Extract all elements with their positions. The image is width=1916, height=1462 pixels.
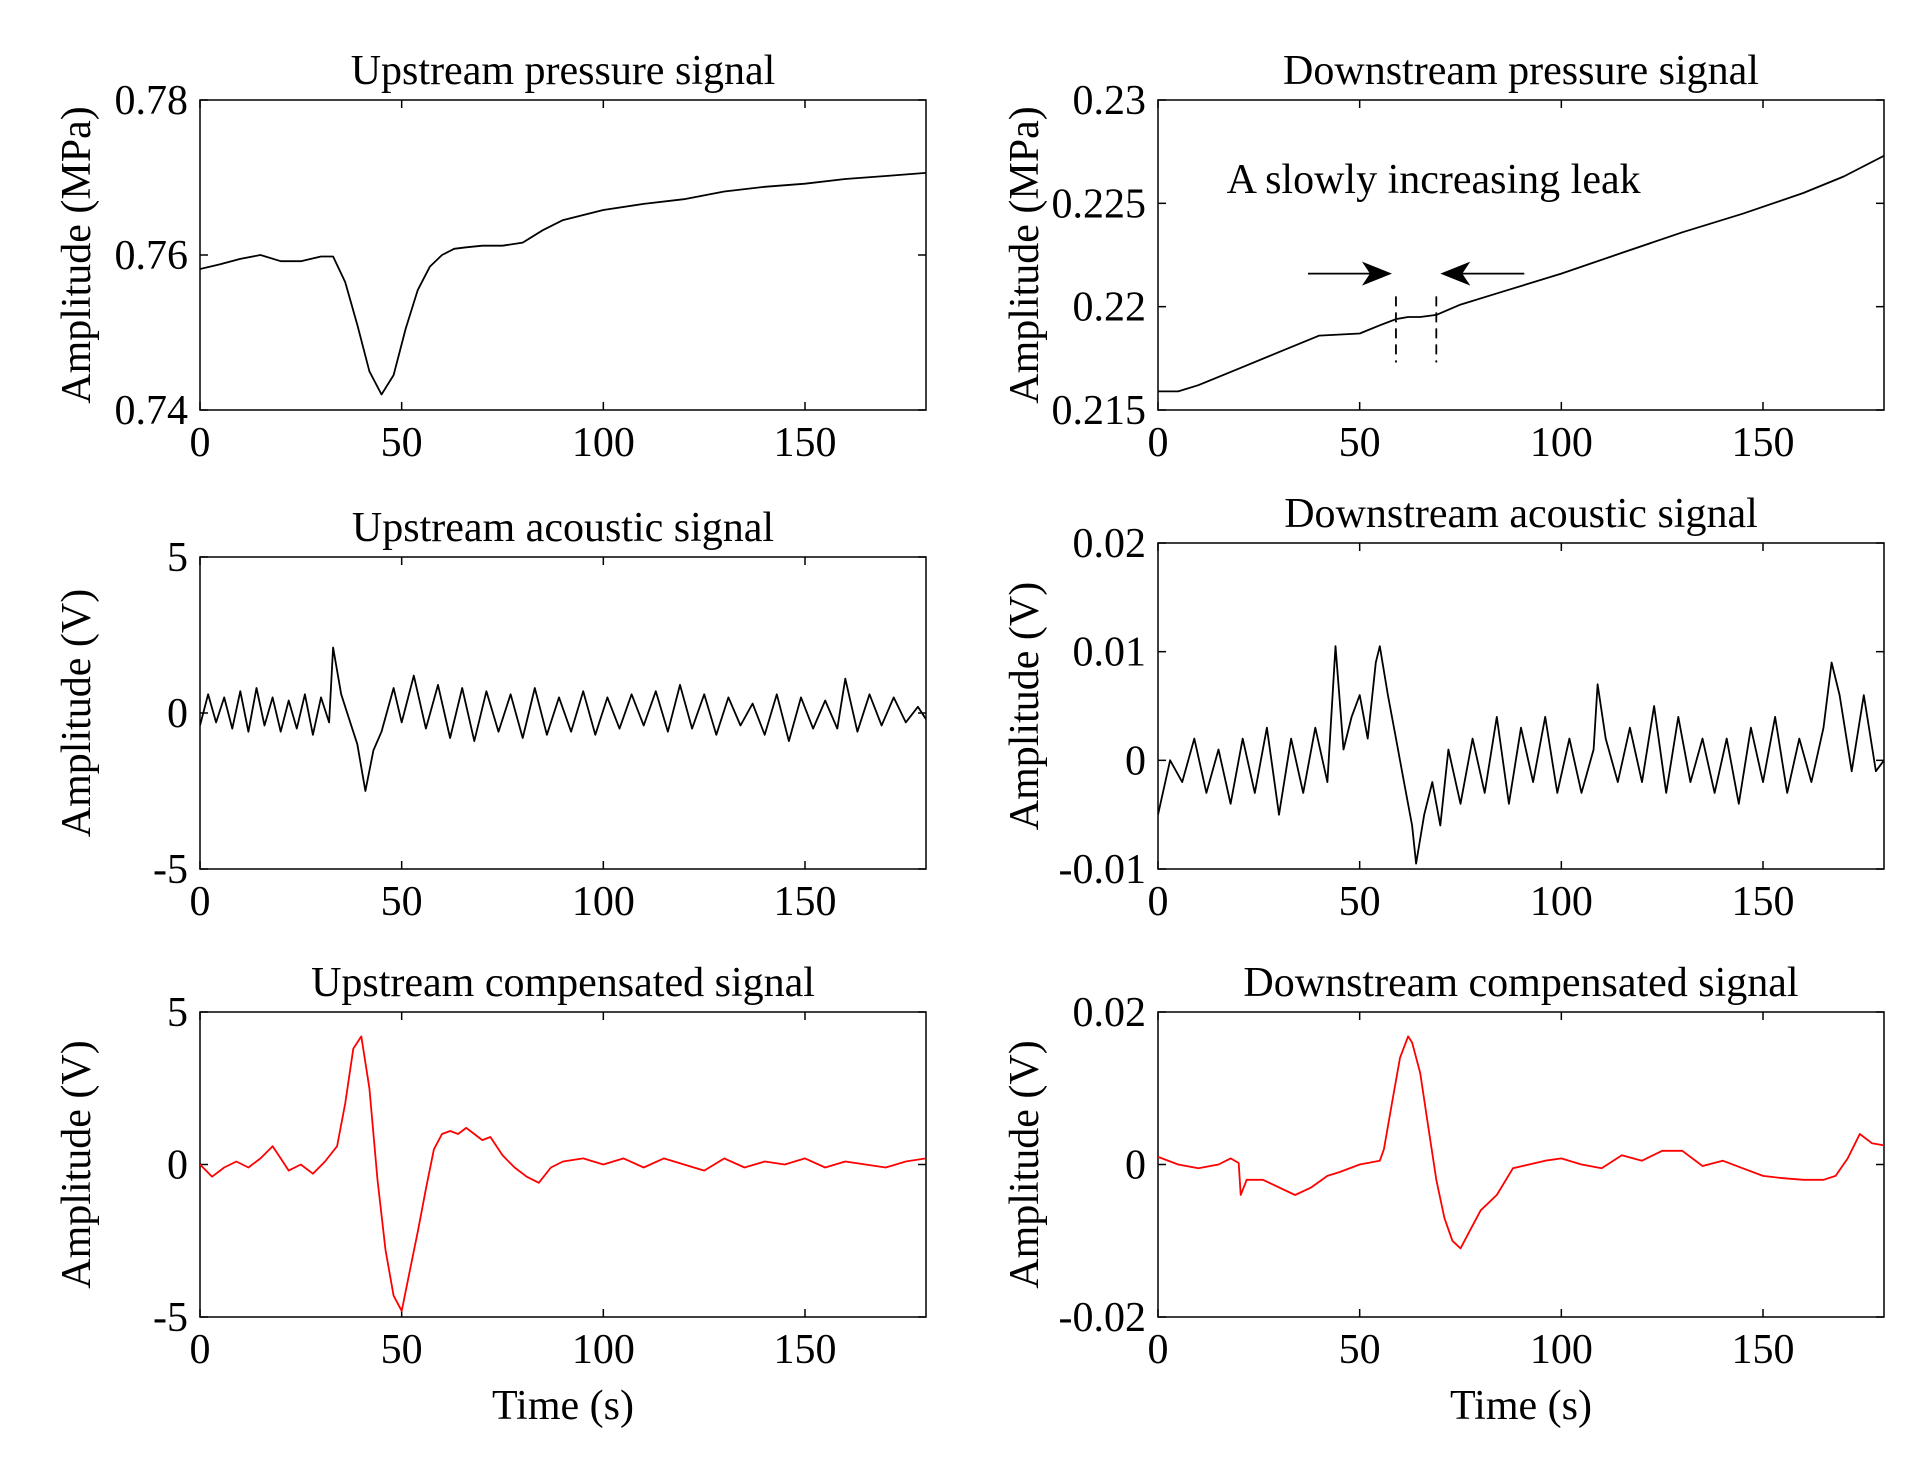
downstream-pressure-right-arrowhead xyxy=(1440,261,1471,286)
downstream-compensated-ytick-label: 0.02 xyxy=(1073,990,1147,1036)
downstream-pressure-xtick-label: 150 xyxy=(1732,420,1795,466)
downstream-compensated-series-line xyxy=(1158,1035,1884,1250)
upstream-pressure-series-line xyxy=(200,172,926,396)
downstream-acoustic-title: Downstream acoustic signal xyxy=(1284,491,1758,537)
downstream-pressure-panel: 0 50 100 150 0.215 0.22 0.225 0.23 Downstream pr… xyxy=(1002,48,1885,466)
downstream-pressure-xtick-label: 100 xyxy=(1530,420,1593,466)
downstream-pressure-series-line xyxy=(1158,154,1884,393)
downstream-compensated-xtick-label: 150 xyxy=(1732,1327,1795,1373)
downstream-pressure-axes-frame xyxy=(1157,99,1885,411)
upstream-compensated-xlabel: Time (s) xyxy=(492,1383,634,1429)
downstream-compensated-ytick-label: -0.02 xyxy=(1059,1295,1147,1341)
downstream-pressure-xtick-label: 50 xyxy=(1339,420,1381,466)
downstream-acoustic-xtick-label: 50 xyxy=(1339,879,1381,925)
upstream-compensated-ytick-label: 5 xyxy=(167,990,188,1036)
upstream-acoustic-xtick-label: 100 xyxy=(572,879,635,925)
downstream-acoustic-series-line xyxy=(1158,645,1884,865)
downstream-acoustic-ytick-label: 0.01 xyxy=(1073,630,1147,676)
downstream-compensated-xtick-label: 0 xyxy=(1148,1327,1169,1373)
upstream-compensated-ylabel: Amplitude (V) xyxy=(54,1040,100,1288)
downstream-pressure-ytick-label: 0.225 xyxy=(1052,181,1147,227)
downstream-acoustic-axes-frame xyxy=(1157,542,1885,870)
downstream-pressure-ylabel: Amplitude (MPa) xyxy=(1002,106,1048,403)
upstream-acoustic-series-line xyxy=(200,646,926,792)
upstream-compensated-xtick-label: 100 xyxy=(572,1327,635,1373)
upstream-pressure-xtick-label: 50 xyxy=(381,420,423,466)
downstream-compensated-xtick-label: 100 xyxy=(1530,1327,1593,1373)
upstream-pressure-ylabel: Amplitude (MPa) xyxy=(54,106,100,403)
upstream-acoustic-xtick-label: 0 xyxy=(190,879,211,925)
upstream-compensated-xtick-label: 150 xyxy=(774,1327,837,1373)
downstream-compensated-ylabel: Amplitude (V) xyxy=(1002,1040,1048,1288)
downstream-compensated-axes-frame xyxy=(1157,1011,1885,1318)
downstream-acoustic-ylabel: Amplitude (V) xyxy=(1002,582,1048,830)
downstream-acoustic-xtick-label: 150 xyxy=(1732,879,1795,925)
downstream-pressure-annotation: A slowly increasing leak xyxy=(1227,157,1641,203)
upstream-pressure-xtick-label: 0 xyxy=(190,420,211,466)
upstream-compensated-xtick-label: 0 xyxy=(190,1327,211,1373)
upstream-compensated-title: Upstream compensated signal xyxy=(311,960,815,1006)
downstream-pressure-title: Downstream pressure signal xyxy=(1283,48,1759,94)
downstream-compensated-xtick-label: 50 xyxy=(1339,1327,1381,1373)
upstream-pressure-xtick-label: 100 xyxy=(572,420,635,466)
upstream-pressure-panel: 0 50 100 150 0.74 0.76 0.78 Upstream pressure s… xyxy=(54,48,927,466)
downstream-pressure-ytick-label: 0.22 xyxy=(1073,285,1147,331)
downstream-compensated-ytick-label: 0 xyxy=(1125,1143,1146,1189)
downstream-acoustic-ytick-label: 0 xyxy=(1125,738,1146,784)
upstream-compensated-ytick-label: -5 xyxy=(153,1295,188,1341)
upstream-pressure-ytick-label: 0.74 xyxy=(115,388,189,434)
upstream-pressure-axes-frame xyxy=(199,99,927,411)
downstream-compensated-xlabel: Time (s) xyxy=(1450,1383,1592,1429)
upstream-pressure-title: Upstream pressure signal xyxy=(351,48,776,94)
downstream-pressure-xtick-label: 0 xyxy=(1148,420,1169,466)
downstream-pressure-ytick-label: 0.23 xyxy=(1073,78,1147,124)
downstream-acoustic-xtick-label: 0 xyxy=(1148,879,1169,925)
upstream-compensated-ytick-label: 0 xyxy=(167,1143,188,1189)
downstream-pressure-left-arrowhead xyxy=(1361,261,1392,286)
upstream-acoustic-title: Upstream acoustic signal xyxy=(352,505,774,551)
upstream-acoustic-ylabel: Amplitude (V) xyxy=(54,589,100,837)
downstream-compensated-title: Downstream compensated signal xyxy=(1243,960,1798,1006)
upstream-acoustic-ytick-label: 0 xyxy=(167,691,188,737)
downstream-pressure-ytick-label: 0.215 xyxy=(1052,388,1147,434)
upstream-acoustic-ytick-label: 5 xyxy=(167,535,188,581)
upstream-pressure-ytick-label: 0.78 xyxy=(115,78,189,124)
downstream-acoustic-ytick-label: -0.01 xyxy=(1059,847,1147,893)
upstream-acoustic-ytick-label: -5 xyxy=(153,847,188,893)
downstream-acoustic-ytick-label: 0.02 xyxy=(1073,521,1147,567)
upstream-compensated-series-line xyxy=(200,1035,926,1312)
downstream-acoustic-xtick-label: 100 xyxy=(1530,879,1593,925)
upstream-acoustic-xtick-label: 150 xyxy=(774,879,837,925)
upstream-pressure-ytick-label: 0.76 xyxy=(115,233,189,279)
upstream-acoustic-xtick-label: 50 xyxy=(381,879,423,925)
upstream-compensated-xtick-label: 50 xyxy=(381,1327,423,1373)
upstream-pressure-xtick-label: 150 xyxy=(774,420,837,466)
